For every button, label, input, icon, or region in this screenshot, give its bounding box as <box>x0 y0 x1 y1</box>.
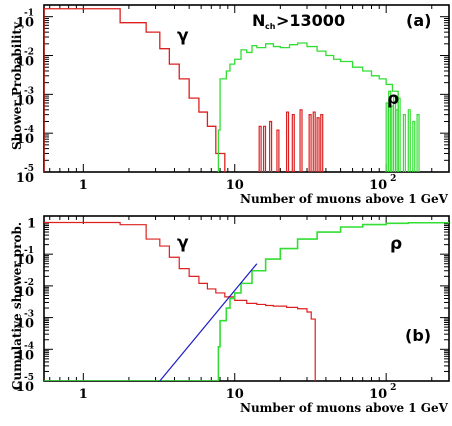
panel-a-cut-annotation-rest: >13000 <box>276 11 345 30</box>
panel-a-ylabel: Shower Probability <box>10 21 24 150</box>
panel-b-label-gamma: γ <box>177 233 189 253</box>
panel-a-gamma-spike <box>258 125 262 172</box>
panel-b-ytick-label-exp: -3 <box>24 310 34 320</box>
panel-b: Cumulative shower prob. Number of muons … <box>10 215 450 415</box>
panel-a-series-gamma <box>44 8 226 172</box>
panel-a-gamma-spike <box>308 114 312 172</box>
panel-a-rho-spike <box>385 102 389 172</box>
panel-a: Shower Probability Number of muons above… <box>10 4 450 206</box>
panel-b-ytick-label-base: 10 <box>16 253 34 268</box>
panel-a-cut-annotation-sub: ch <box>265 22 276 31</box>
panel-a-gamma-spike <box>316 117 320 172</box>
panel-b-series-fit-line <box>159 263 258 381</box>
panel-b-xtick-label-base: 10 <box>369 387 387 402</box>
panel-b-ylabel: Cumulative shower prob. <box>10 222 24 390</box>
panel-a-ytick-label-base: 10 <box>16 55 34 70</box>
panel-a-gamma-spike <box>312 111 316 172</box>
panel-b-plot-area <box>44 221 449 381</box>
panel-b-xtick-label: 10 <box>226 387 244 402</box>
panel-a-rho-spike <box>402 114 406 172</box>
panel-b-ytick-label: 1 <box>27 216 36 231</box>
panel-a-gamma-spike <box>269 120 273 172</box>
panel-a-gamma-spike <box>285 111 290 172</box>
panel-a-rho-spike <box>407 109 411 172</box>
panel-b-ytick-label-base: 10 <box>16 317 34 332</box>
panel-a-rho-spike <box>412 120 416 172</box>
panel-a-ytick-label-base: 10 <box>16 132 34 147</box>
panel-a-rho-spike <box>390 105 394 172</box>
panel-a-ytick-label-base: 10 <box>16 171 34 186</box>
panel-a-ytick-label-exp: -2 <box>24 48 34 58</box>
panel-a-xtick-label: 1 <box>79 178 88 193</box>
panel-a-ytick-label-base: 10 <box>16 93 34 108</box>
panel-a-series-rho <box>217 42 399 172</box>
panel-a-gamma-spike <box>262 125 267 172</box>
panel-b-label-rho: ρ <box>390 234 402 254</box>
panel-b-ytick-label-exp: -2 <box>24 278 34 288</box>
panel-a-xtick-label: 10 <box>226 178 244 193</box>
panel-b-ytick-label-exp: -4 <box>24 341 34 351</box>
panel-a-gamma-spike <box>299 109 303 172</box>
panel-a-ytick-label-base: 10 <box>16 16 34 31</box>
panel-b-xtick-label-exp: 2 <box>390 383 396 393</box>
panel-a-panel-label: (a) <box>406 11 431 30</box>
panel-a-xlabel: Number of muons above 1 GeV <box>240 192 449 206</box>
panel-a-gamma-spike <box>291 114 295 172</box>
panel-b-ytick-label-base: 10 <box>16 380 34 395</box>
panel-a-ytick-label-exp: -1 <box>24 9 34 19</box>
panel-a-xtick-label-exp: 2 <box>390 174 396 184</box>
panel-a-label-rho: ρ <box>387 89 399 109</box>
panel-b-ytick-label-base: 10 <box>16 348 34 363</box>
panel-a-xtick-label-base: 10 <box>369 178 387 193</box>
panel-a-ytick-label-exp: -4 <box>24 125 34 135</box>
panel-a-plot-area <box>44 8 420 172</box>
panel-b-ytick-label-exp: -1 <box>24 246 34 256</box>
panel-b-frame <box>43 215 450 382</box>
panel-a-cut-annotation: N <box>252 11 265 30</box>
panel-b-panel-label: (b) <box>405 326 431 345</box>
panel-b-ytick-label-base: 10 <box>16 285 34 300</box>
panel-a-rho-spike <box>416 114 420 172</box>
panel-a-rho-spike <box>397 97 401 172</box>
panel-b-xlabel: Number of muons above 1 GeV <box>240 401 449 415</box>
panel-a-label-gamma: γ <box>177 26 189 46</box>
panel-a-ytick-label-exp: -5 <box>24 164 34 174</box>
panel-a-gamma-spike <box>320 114 324 172</box>
panel-a-ytick-label-exp: -3 <box>24 86 34 96</box>
panel-b-ytick-label-exp: -5 <box>24 373 34 383</box>
panel-a-gamma-spike <box>276 129 280 172</box>
panel-b-xtick-label: 1 <box>79 387 88 402</box>
panel-b-series-rho <box>44 221 449 381</box>
